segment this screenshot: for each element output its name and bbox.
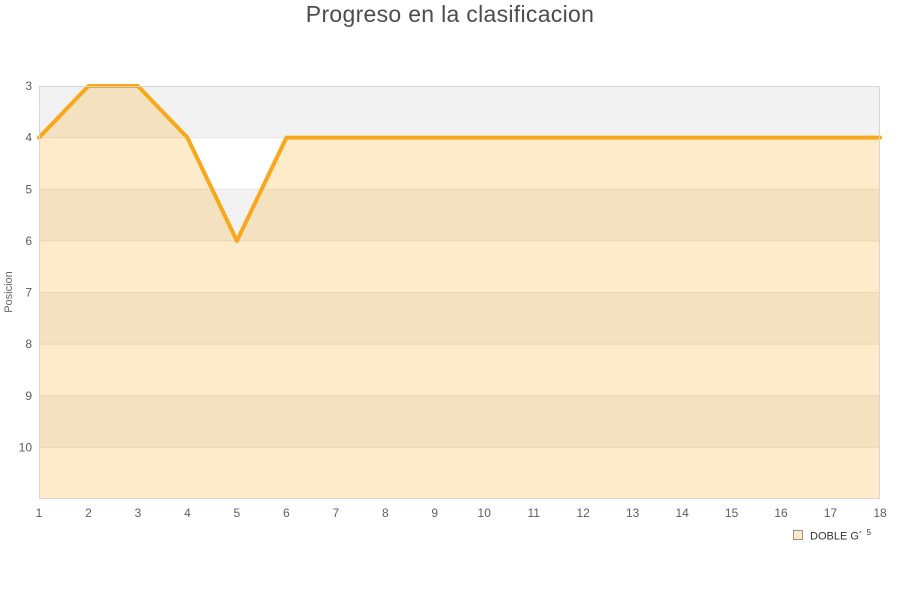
chart-title: Progreso en la clasificacion <box>305 1 595 27</box>
x-tick-label: 2 <box>85 506 92 520</box>
y-tick-label: 10 <box>19 440 33 454</box>
x-tick-label: 12 <box>576 506 590 520</box>
x-tick-label: 6 <box>283 506 290 520</box>
x-tick-label: 9 <box>431 506 438 520</box>
y-tick-label: 9 <box>25 389 32 403</box>
legend-item[interactable]: DOBLE G´ 5 <box>793 528 871 543</box>
plot-band <box>39 447 880 499</box>
x-tick-label: 1 <box>36 506 43 520</box>
y-tick-label: 4 <box>25 131 32 145</box>
y-tick-label: 8 <box>25 337 32 351</box>
plot-band <box>39 240 880 293</box>
plot-band <box>39 189 880 241</box>
y-tick-label: 6 <box>25 234 32 248</box>
series-line[interactable] <box>37 84 882 243</box>
plot-band <box>39 292 880 345</box>
y-tick-label: 3 <box>25 79 32 93</box>
x-tick-label: 8 <box>382 506 389 520</box>
legend-series-marker-icon <box>793 530 803 541</box>
x-tick-label: 14 <box>675 506 689 520</box>
plot-band <box>39 395 880 448</box>
x-tick-label: 15 <box>725 506 739 520</box>
x-tick-label: 7 <box>332 506 339 520</box>
legend-label-superscript: 5 <box>866 528 872 537</box>
plot-band <box>39 137 880 190</box>
x-tick-label: 16 <box>774 506 788 520</box>
x-tick-label: 17 <box>824 506 838 520</box>
y-tick-label: 7 <box>25 286 32 300</box>
x-tick-label: 18 <box>873 506 887 520</box>
series-area[interactable] <box>39 86 880 499</box>
x-tick-label: 4 <box>184 506 191 520</box>
x-tick-label: 5 <box>234 506 241 520</box>
legend-series-label: DOBLE G´ 5 <box>810 528 872 543</box>
x-tick-label: 13 <box>626 506 640 520</box>
plot-border <box>39 86 880 499</box>
x-tick-label: 11 <box>527 506 540 520</box>
plot-band <box>39 344 880 396</box>
x-tick-label: 3 <box>135 506 142 520</box>
x-tick-label: 10 <box>478 506 492 520</box>
y-tick-label: 5 <box>25 182 32 196</box>
